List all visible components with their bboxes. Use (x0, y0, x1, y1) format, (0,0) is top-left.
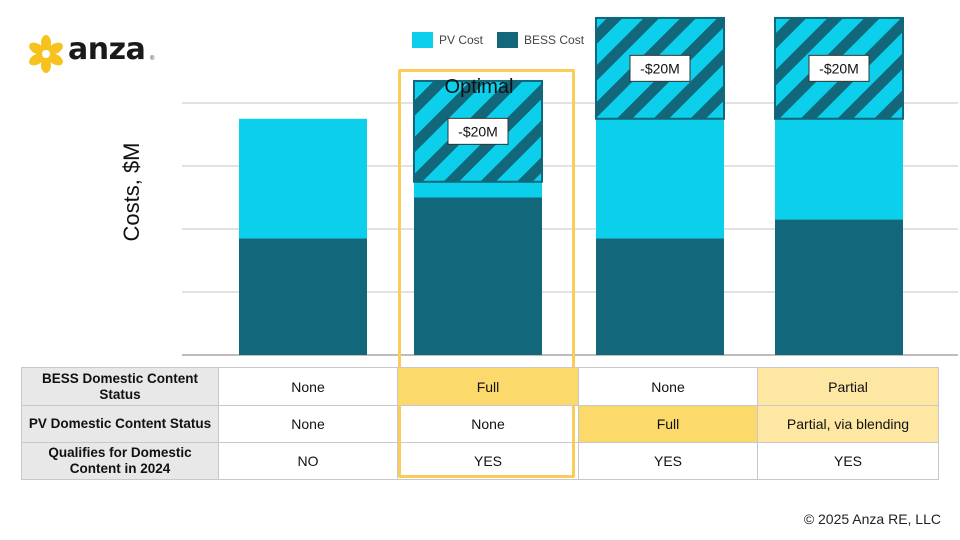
table-row: PV Domestic Content Status None None Ful… (21, 405, 939, 443)
annotation-label: -$20M (819, 60, 859, 76)
logo-text: anza (68, 32, 146, 67)
table-cell: YES (757, 442, 939, 480)
annotation-box (808, 54, 870, 82)
annotation-label: -$20M (640, 60, 680, 76)
bar-segment-pv (596, 118, 724, 239)
bar-segment-pv (239, 118, 367, 239)
row-header-qualifies: Qualifies for Domestic Content in 2024 (21, 442, 219, 480)
table-cell: YES (578, 442, 758, 480)
annotation-box (629, 54, 691, 82)
annotation-label: -$20M (458, 123, 498, 139)
table-cell: Partial, via blending (757, 405, 939, 443)
anza-logo: anza ® (26, 32, 156, 74)
bar-segment-pv (414, 181, 542, 198)
table-cell: YES (397, 442, 579, 480)
chart-legend: PV Cost BESS Cost (412, 30, 584, 50)
legend-item-pv: PV Cost (412, 32, 483, 48)
legend-label-bess: BESS Cost (524, 33, 585, 47)
table-cell: Full (578, 405, 758, 443)
cost-bar-chart: -$20M -$20M -$20M (182, 16, 958, 356)
flower-logo-icon (29, 35, 63, 73)
table-cell: Partial (757, 367, 939, 406)
table-row: BESS Domestic Content Status None Full N… (21, 367, 939, 406)
legend-item-bess: BESS Cost (497, 32, 584, 48)
optimal-label: Optimal (444, 76, 514, 98)
bar-segment-bess (239, 238, 367, 355)
bar-segment-pv (775, 118, 903, 220)
bar-segment-bess (596, 238, 724, 355)
table-cell: None (218, 367, 398, 406)
domestic-content-table: BESS Domestic Content Status None Full N… (21, 367, 939, 480)
legend-label-pv: PV Cost (439, 33, 484, 47)
copyright-text: © 2025 Anza RE, LLC (803, 511, 941, 527)
annotation-box (447, 117, 509, 145)
table-cell: Full (397, 367, 579, 406)
table-cell: NO (218, 442, 398, 480)
bar-segment-bess (414, 197, 542, 355)
table-cell: None (397, 405, 579, 443)
savings-annotation: -$20M (629, 54, 691, 82)
legend-swatch-pv (412, 32, 433, 48)
bar-segment-bess (775, 219, 903, 355)
savings-annotation: -$20M (447, 117, 509, 145)
table-cell: None (218, 405, 398, 443)
savings-annotation: -$20M (808, 54, 870, 82)
table-cell: None (578, 367, 758, 406)
legend-swatch-bess (497, 32, 519, 48)
logo-trademark: ® (150, 56, 155, 62)
row-header-bess: BESS Domestic Content Status (21, 367, 219, 406)
row-header-pv: PV Domestic Content Status (21, 405, 219, 443)
table-row: Qualifies for Domestic Content in 2024 N… (21, 442, 939, 480)
